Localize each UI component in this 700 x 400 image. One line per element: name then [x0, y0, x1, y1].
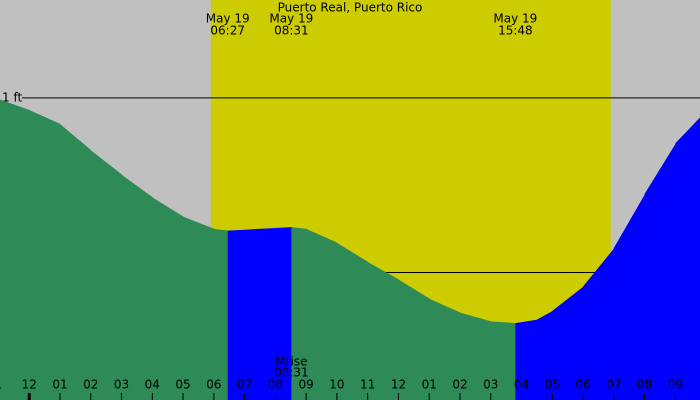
falling-tide	[336, 242, 369, 400]
x-tick-label: 01	[422, 378, 437, 392]
x-tick-label: 10	[329, 378, 344, 392]
falling-tide	[152, 197, 184, 400]
rising-tide	[613, 193, 646, 400]
falling-tide	[367, 262, 399, 400]
x-tick-label: 12	[391, 378, 406, 392]
rising-tide	[244, 227, 276, 400]
falling-tide	[429, 298, 461, 400]
falling-tide	[398, 279, 430, 400]
falling-tide	[460, 312, 492, 400]
falling-tide	[291, 227, 307, 400]
falling-tide	[29, 110, 61, 400]
chart-title: Puerto Real, Puerto Rico	[278, 1, 423, 15]
x-tick-label: 08	[637, 378, 652, 392]
falling-tide	[121, 174, 153, 400]
x-tick-label: 03	[114, 378, 129, 392]
moon-time: 08:31	[274, 366, 309, 380]
x-tick-label: 09	[668, 378, 683, 392]
tide-time: 08:31	[274, 24, 309, 38]
x-tick-label: 06	[206, 378, 221, 392]
falling-tide	[306, 228, 338, 400]
rising-tide	[644, 143, 676, 400]
rising-tide	[675, 117, 700, 400]
falling-tide	[183, 216, 215, 400]
x-tick-label: 05	[545, 378, 560, 392]
falling-tide	[90, 150, 123, 400]
rising-tide	[536, 310, 553, 400]
rising-tide	[583, 248, 615, 400]
tide-time: 06:27	[210, 24, 245, 38]
falling-tide	[0, 99, 30, 400]
x-tick-label: 02	[83, 378, 98, 392]
moon-label: Mrise	[275, 355, 307, 369]
falling-tide	[60, 124, 92, 400]
falling-tide	[213, 228, 229, 400]
rising-tide	[552, 286, 584, 400]
y-tick-label: 1 ft	[2, 90, 22, 104]
x-tick-label: 02	[452, 378, 467, 392]
rising-tide	[515, 319, 538, 400]
tide-time: 15:48	[498, 24, 533, 38]
x-tick-label: 1	[0, 378, 2, 392]
x-tick-label: 12	[22, 378, 37, 392]
x-tick-label: 03	[483, 378, 498, 392]
x-tick-label: 01	[52, 378, 67, 392]
falling-tide	[490, 321, 516, 400]
x-tick-label: 11	[360, 378, 375, 392]
x-tick-label: 04	[145, 378, 160, 392]
x-tick-label: 07	[606, 378, 621, 392]
tide-date: May 19	[493, 12, 537, 26]
x-tick-label: 07	[237, 378, 252, 392]
rising-tide	[275, 227, 292, 400]
x-tick-label: 05	[175, 378, 190, 392]
tide-date: May 19	[269, 12, 313, 26]
x-tick-label: 06	[575, 378, 590, 392]
x-tick-label: 04	[514, 378, 529, 392]
rising-tide	[227, 229, 246, 400]
x-tick-label: 08	[268, 378, 283, 392]
tide-date: May 19	[206, 12, 250, 26]
x-tick-label: 09	[299, 378, 314, 392]
